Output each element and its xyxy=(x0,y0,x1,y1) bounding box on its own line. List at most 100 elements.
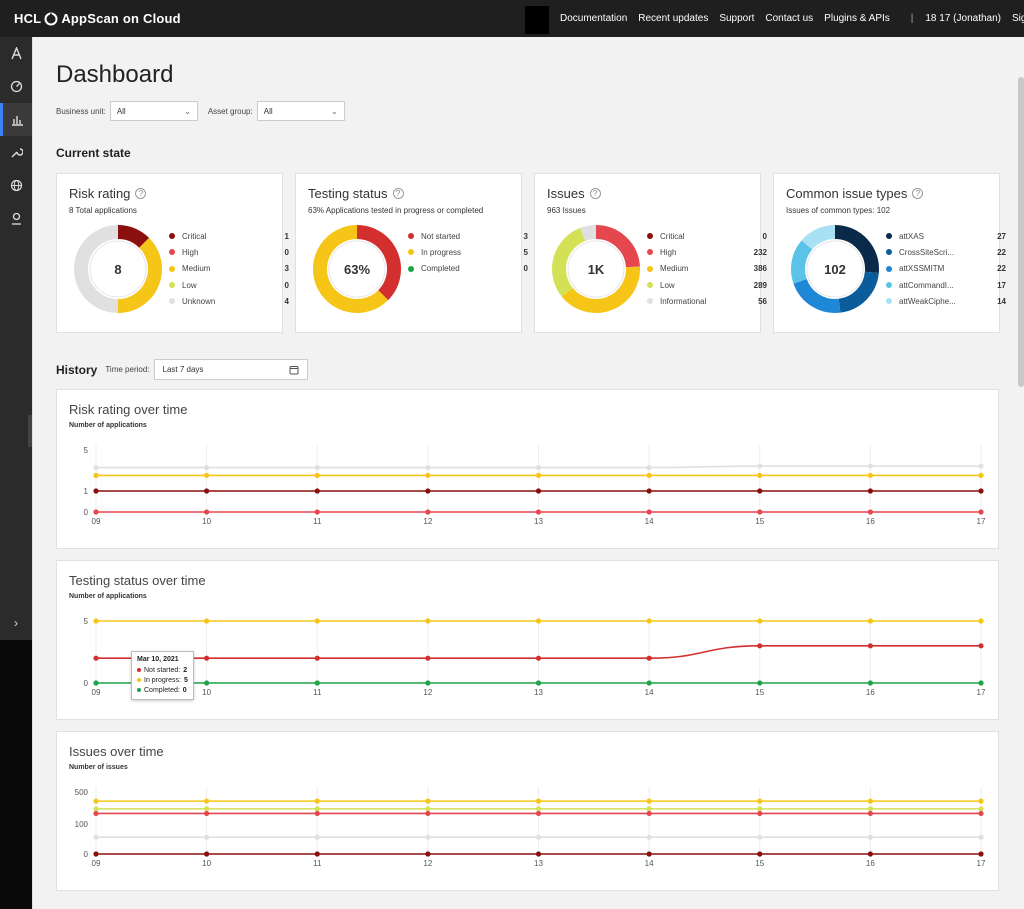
data-point[interactable] xyxy=(867,680,873,686)
sidebar-expand-button[interactable]: › xyxy=(14,616,18,630)
sidebar-item-dashboard-gauge[interactable] xyxy=(0,70,32,103)
data-point[interactable] xyxy=(646,509,652,515)
business-unit-select[interactable]: All ⌄ xyxy=(109,101,198,121)
page-scrollbar[interactable] xyxy=(1018,77,1024,387)
data-point[interactable] xyxy=(867,834,873,840)
data-point[interactable] xyxy=(314,488,320,494)
donut-slice-attxas[interactable] xyxy=(834,225,879,274)
donut-slice-not-started[interactable] xyxy=(356,225,401,301)
data-point[interactable] xyxy=(204,810,210,817)
data-point[interactable] xyxy=(978,643,984,649)
data-point[interactable] xyxy=(204,465,210,471)
data-point[interactable] xyxy=(535,798,542,804)
data-point[interactable] xyxy=(535,488,542,494)
nav-plugins-apis[interactable]: Plugins & APIs xyxy=(824,13,890,24)
legend-item[interactable]: Low 289 xyxy=(647,277,767,293)
data-point[interactable] xyxy=(867,851,873,857)
data-point[interactable] xyxy=(93,465,99,471)
data-point[interactable] xyxy=(978,472,984,478)
data-point[interactable] xyxy=(646,465,652,471)
legend-item[interactable]: Unknown 4 xyxy=(169,293,289,309)
donut-slice-crosssitescri-[interactable] xyxy=(838,271,879,313)
data-point[interactable] xyxy=(757,509,763,515)
donut-slice-medium[interactable] xyxy=(117,237,162,313)
donut-slice-high[interactable] xyxy=(595,225,640,268)
data-point[interactable] xyxy=(757,463,763,469)
help-icon[interactable]: ? xyxy=(912,188,924,199)
data-point[interactable] xyxy=(867,488,873,494)
data-point[interactable] xyxy=(204,488,210,494)
data-point[interactable] xyxy=(757,488,763,494)
data-point[interactable] xyxy=(314,806,320,812)
data-point[interactable] xyxy=(93,618,99,624)
data-point[interactable] xyxy=(757,806,763,812)
sidebar-item-user[interactable] xyxy=(0,202,32,235)
data-point[interactable] xyxy=(425,798,431,804)
data-point[interactable] xyxy=(978,834,984,840)
data-point[interactable] xyxy=(204,834,210,840)
sidebar-item-dashboard[interactable] xyxy=(0,103,32,136)
data-point[interactable] xyxy=(204,851,210,857)
nav-documentation[interactable]: Documentation xyxy=(560,13,628,24)
legend-item[interactable]: attXAS 27 xyxy=(886,228,1006,244)
data-point[interactable] xyxy=(535,834,542,840)
data-point[interactable] xyxy=(757,472,763,478)
help-icon[interactable]: ? xyxy=(589,188,601,199)
asset-group-select[interactable]: All ⌄ xyxy=(256,101,345,121)
data-point[interactable] xyxy=(204,618,210,624)
data-point[interactable] xyxy=(93,851,99,857)
data-point[interactable] xyxy=(425,618,431,624)
data-point[interactable] xyxy=(314,798,320,804)
data-point[interactable] xyxy=(978,810,984,817)
data-point[interactable] xyxy=(646,806,652,812)
data-point[interactable] xyxy=(204,798,210,804)
data-point[interactable] xyxy=(978,618,984,624)
data-point[interactable] xyxy=(93,680,99,686)
legend-item[interactable]: High 232 xyxy=(647,244,767,260)
donut-slice-medium[interactable] xyxy=(561,266,640,313)
data-point[interactable] xyxy=(204,472,210,478)
data-point[interactable] xyxy=(204,806,210,812)
data-point[interactable] xyxy=(535,810,542,817)
legend-item[interactable]: Completed 0 xyxy=(408,261,528,277)
legend-item[interactable]: attWeakCiphe... 14 xyxy=(886,293,1006,309)
help-icon[interactable]: ? xyxy=(135,188,147,199)
data-point[interactable] xyxy=(867,463,873,469)
data-point[interactable] xyxy=(93,488,99,494)
donut-slice-critical[interactable] xyxy=(117,225,150,249)
legend-item[interactable]: Critical 1 xyxy=(169,228,289,244)
data-point[interactable] xyxy=(757,680,763,686)
data-point[interactable] xyxy=(93,509,99,515)
data-point[interactable] xyxy=(646,810,652,817)
data-point[interactable] xyxy=(535,509,542,515)
data-point[interactable] xyxy=(867,509,873,515)
data-point[interactable] xyxy=(93,806,99,812)
data-point[interactable] xyxy=(867,472,873,478)
data-point[interactable] xyxy=(425,834,431,840)
data-point[interactable] xyxy=(93,798,99,804)
data-point[interactable] xyxy=(425,810,431,817)
data-point[interactable] xyxy=(93,655,99,661)
data-point[interactable] xyxy=(314,465,320,471)
data-point[interactable] xyxy=(535,465,542,471)
data-point[interactable] xyxy=(867,810,873,817)
data-point[interactable] xyxy=(425,851,431,857)
legend-item[interactable]: CrossSiteScri... 22 xyxy=(886,244,1006,260)
data-point[interactable] xyxy=(646,655,652,661)
legend-item[interactable]: High 0 xyxy=(169,244,289,260)
data-point[interactable] xyxy=(314,851,320,857)
data-point[interactable] xyxy=(314,509,320,515)
data-point[interactable] xyxy=(425,680,431,686)
data-point[interactable] xyxy=(757,618,763,624)
time-period-input[interactable]: Last 7 days xyxy=(153,359,308,380)
sidebar-item-apps[interactable] xyxy=(0,37,32,70)
data-point[interactable] xyxy=(535,618,542,624)
data-point[interactable] xyxy=(535,806,542,812)
legend-item[interactable]: Informational 56 xyxy=(647,293,767,309)
data-point[interactable] xyxy=(314,680,320,686)
data-point[interactable] xyxy=(535,472,542,478)
nav-contact-us[interactable]: Contact us xyxy=(765,13,814,24)
donut-slice-in-progress[interactable] xyxy=(313,225,389,313)
data-point[interactable] xyxy=(867,806,873,812)
help-icon[interactable]: ? xyxy=(392,188,404,199)
